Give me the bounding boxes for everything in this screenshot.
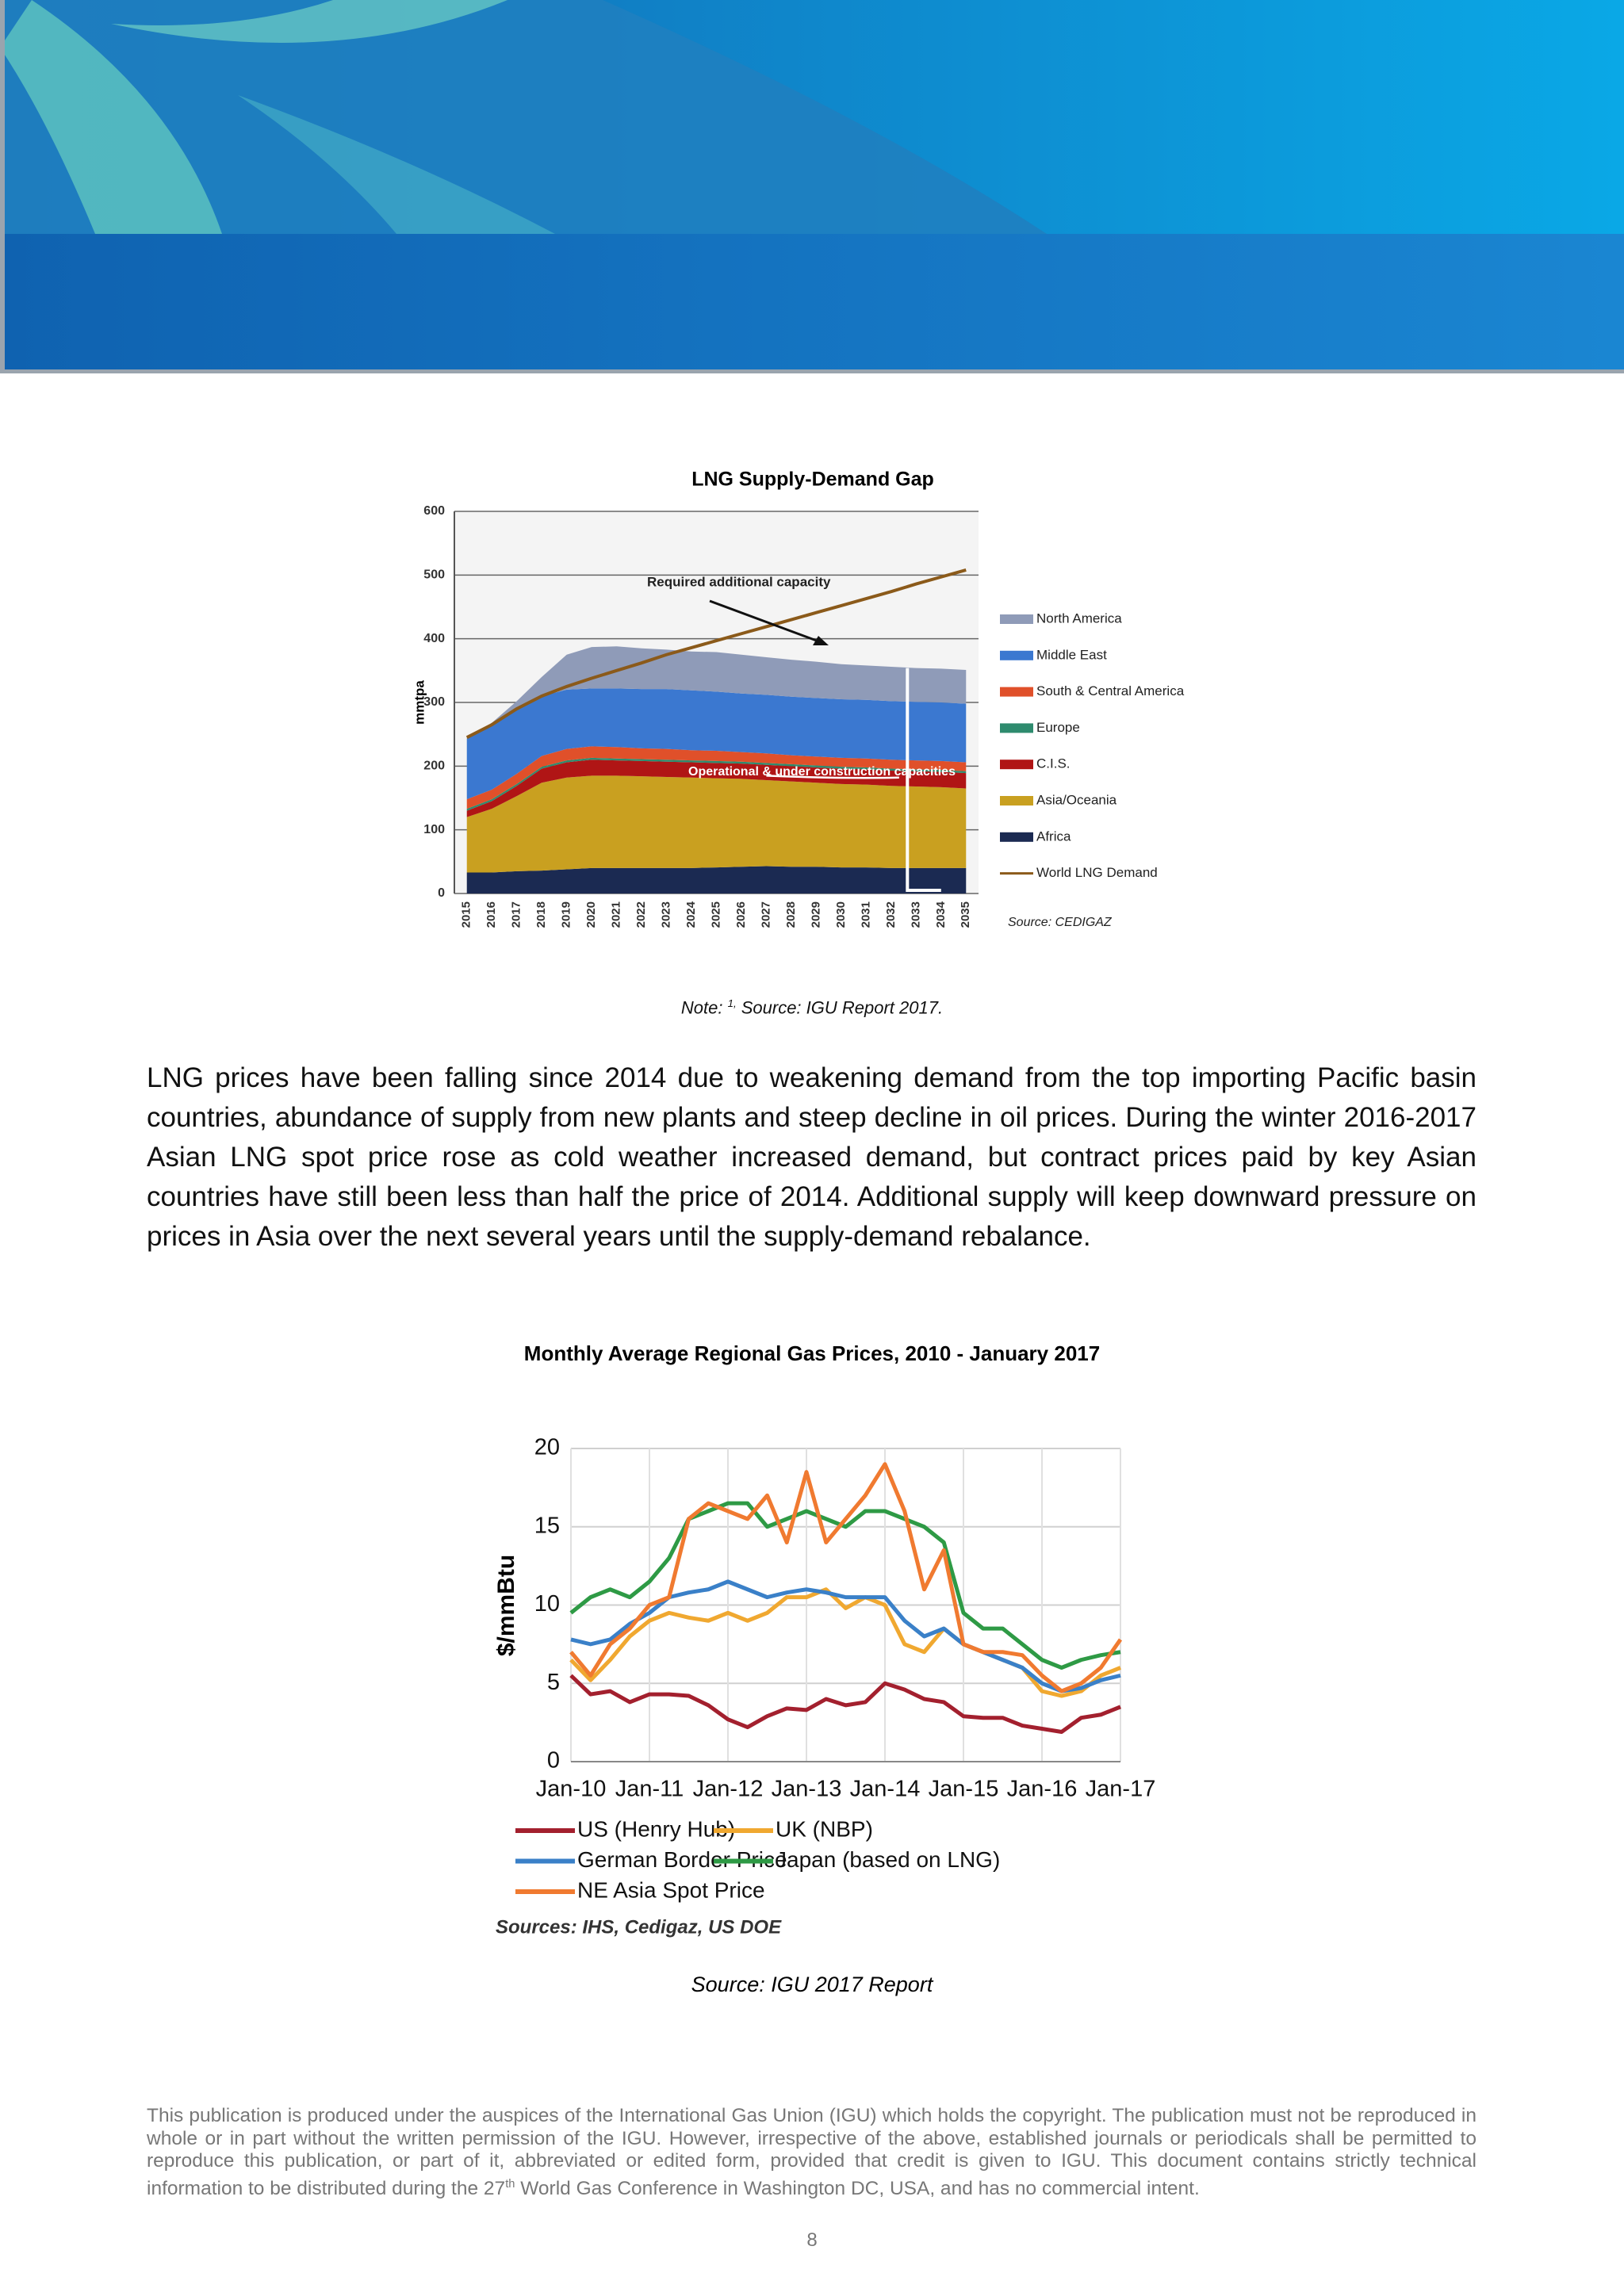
annotation-arrow (709, 599, 822, 644)
header-banner (0, 0, 1624, 373)
footer-text: This publication is produced under the a… (147, 2105, 1477, 2199)
y-tick-label: 0 (438, 886, 445, 900)
line (569, 1587, 1121, 1698)
x-tick-label: 2034 (934, 901, 948, 928)
legend-swatch (1000, 723, 1033, 733)
chart-title: LNG Supply-Demand Gap (691, 469, 934, 491)
note-sup: 1, (727, 997, 737, 1009)
chart-source: Sources: IHS, Cedigaz, US DOE (496, 1916, 782, 1938)
bracket (766, 775, 899, 779)
legend-label: Africa (1036, 828, 1071, 844)
line (569, 1462, 1123, 1693)
legend-label: World LNG Demand (1036, 865, 1158, 880)
area (466, 746, 967, 809)
x-tick-label: 2027 (759, 901, 772, 928)
legend-label: US (Henry Hub) (577, 1816, 735, 1841)
x-tick-label: 2023 (660, 901, 673, 928)
x-tick-label: Jan-16 (1007, 1777, 1078, 1802)
x-tick-label: 2018 (534, 901, 548, 928)
y-tick-label: 20 (534, 1435, 560, 1460)
x-tick-label: 2029 (809, 901, 822, 928)
bracket (906, 668, 941, 892)
x-tick-label: 2021 (610, 901, 623, 928)
legend-label: NE Asia Spot Price (577, 1877, 765, 1902)
x-tick-label: Jan-13 (772, 1777, 842, 1802)
legend-label: C.I.S. (1036, 756, 1071, 771)
y-tick-label: 300 (423, 695, 445, 709)
line (570, 1579, 1121, 1693)
line (569, 1501, 1121, 1670)
legend-label: Asia/Oceania (1036, 792, 1117, 807)
x-tick-label: Jan-17 (1086, 1777, 1156, 1802)
x-tick-label: 2015 (460, 901, 473, 928)
legend-swatch (1000, 614, 1033, 624)
y-tick-label: 0 (547, 1748, 560, 1774)
legend-swatch (1000, 832, 1033, 842)
x-tick-label: 2020 (584, 901, 598, 928)
legend-label: UK (NBP) (776, 1816, 873, 1841)
x-tick-label: 2028 (784, 901, 798, 928)
area (466, 760, 967, 817)
x-tick-label: 2026 (734, 901, 748, 928)
chart-title: Monthly Average Regional Gas Prices, 201… (523, 1341, 1101, 1365)
x-tick-label: 2019 (560, 901, 573, 928)
legend-label: Japan (based on LNG) (776, 1847, 1000, 1872)
x-tick-label: Jan-11 (615, 1777, 684, 1802)
footer: This publication is produced under the a… (147, 2105, 1477, 2200)
y-tick-label: 600 (423, 504, 445, 518)
y-tick-label: 400 (423, 632, 445, 645)
x-tick-label: Jan-12 (693, 1777, 764, 1802)
x-tick-label: 2022 (634, 901, 648, 928)
chart-source: Source: CEDIGAZ (1008, 916, 1113, 929)
x-tick-label: Jan-10 (536, 1777, 607, 1802)
x-tick-label: Jan-14 (850, 1777, 921, 1802)
y-tick-label: 100 (423, 823, 445, 836)
y-tick-label: 5 (547, 1670, 560, 1695)
legend-label: Europe (1036, 720, 1080, 735)
y-tick-label: 10 (534, 1591, 560, 1617)
note-text: Source: IGU Report 2017. (736, 997, 944, 1018)
x-tick-label: 2030 (834, 901, 848, 928)
note: Note: 1, Source: IGU Report 2017. (0, 997, 1624, 1018)
x-tick-label: 2024 (684, 901, 698, 928)
x-tick-label: 2017 (510, 901, 523, 928)
area (466, 646, 967, 739)
line (569, 1674, 1121, 1734)
y-tick-label: 200 (423, 760, 445, 773)
y-tick-label: 500 (423, 568, 445, 582)
gas-prices-chart: $/mmBtu 0 5 10 15 20 Jan-10 Jan-11 Jan-12 Jan-13… (493, 1435, 1156, 1938)
legend-label: North America (1036, 610, 1122, 626)
page-number: 8 (806, 2229, 818, 2251)
arrowhead (813, 636, 829, 645)
legend-swatch (1000, 650, 1033, 660)
area (466, 775, 967, 873)
x-tick-label: 2025 (709, 901, 722, 928)
legend-swatch (1000, 796, 1033, 806)
body-paragraph: LNG prices have been falling since 2014 … (147, 1062, 1477, 1252)
annotation: Operational & under construction capacit… (688, 765, 956, 779)
area (466, 866, 967, 894)
y-axis-title: $/mmBtu (493, 1555, 519, 1656)
legend-swatch (1000, 760, 1033, 770)
x-tick-label: Jan-15 (929, 1777, 999, 1802)
y-tick-label: 15 (534, 1513, 560, 1538)
x-tick-label: 2032 (884, 901, 898, 928)
footer-sup: th (505, 2177, 515, 2191)
x-tick-label: 2035 (959, 901, 972, 928)
note-prefix: Note: (680, 997, 728, 1018)
annotation: Required additional capacity (647, 574, 831, 589)
x-tick-label: 2033 (909, 901, 922, 928)
line (465, 568, 967, 739)
legend-label: Middle East (1036, 647, 1107, 662)
footer-text: World Gas Conference in Washington DC, U… (515, 2177, 1200, 2199)
legend-swatch (1000, 687, 1033, 697)
x-tick-label: 2016 (485, 901, 498, 928)
figure-source: Source: IGU 2017 Report (691, 1973, 933, 1996)
y-axis-title: mmtpa (412, 680, 427, 725)
supply-demand-chart: LNG Supply-Demand Gap mmtpa 0 100 200 300 40… (412, 469, 1185, 930)
x-tick-label: 2031 (859, 901, 872, 928)
legend-label: South & Central America (1036, 683, 1185, 698)
area (466, 688, 967, 800)
